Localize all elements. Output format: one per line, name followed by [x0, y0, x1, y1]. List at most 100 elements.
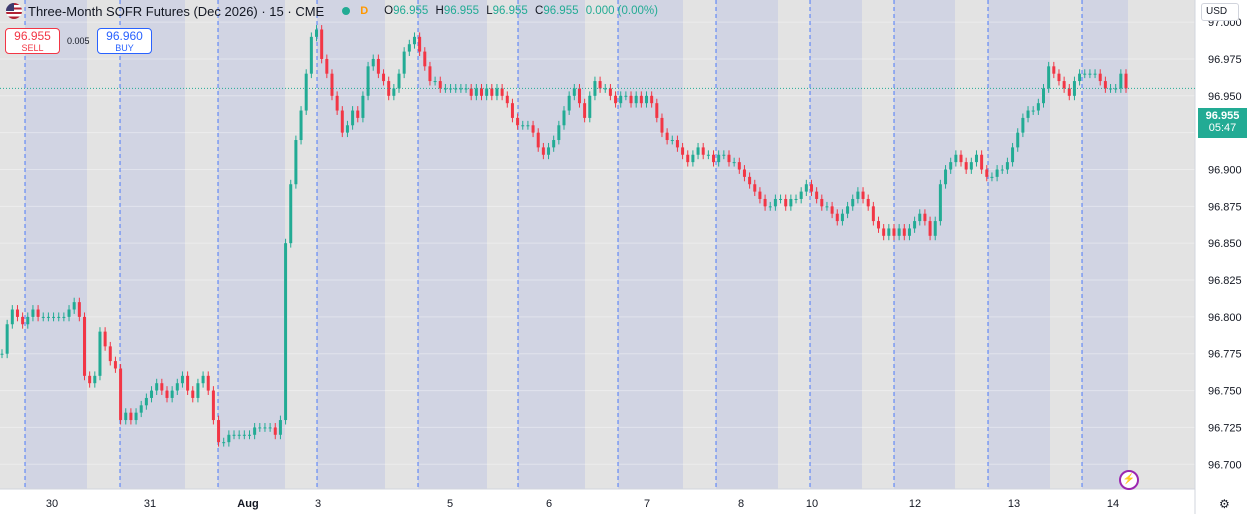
candle-body: [180, 375, 184, 384]
buy-label: BUY: [115, 43, 134, 53]
candle-body: [789, 198, 793, 207]
us-flag-icon: [6, 3, 22, 19]
candle-body: [186, 375, 190, 391]
candle-body: [737, 162, 741, 170]
candle-body: [438, 81, 442, 89]
candle-body: [345, 125, 349, 133]
low-value: 96.955: [492, 5, 528, 17]
candle-body: [103, 331, 107, 347]
x-tick-label: 5: [447, 498, 453, 510]
candle-body: [1103, 81, 1107, 89]
candle-body: [887, 228, 891, 236]
x-tick-label: 13: [1008, 498, 1020, 510]
settings-gear-icon[interactable]: ⚙: [1219, 497, 1230, 511]
candle-body: [170, 390, 174, 398]
candle-body: [10, 309, 14, 325]
candle-body: [712, 154, 716, 163]
candle-body: [779, 198, 783, 200]
candle-body: [521, 125, 525, 127]
candle-body: [686, 154, 690, 163]
candle-body: [675, 140, 679, 148]
y-tick-label: 96.825: [1208, 275, 1242, 287]
high-label: H: [435, 5, 444, 17]
candle-body: [701, 147, 705, 155]
off-session-band: [955, 0, 988, 489]
candle-body: [21, 316, 25, 325]
candle-body: [315, 29, 319, 37]
candle-body: [77, 302, 81, 317]
candle-body: [41, 316, 45, 318]
candle-body: [835, 213, 839, 222]
candle-body: [588, 95, 592, 118]
candle-body: [124, 412, 128, 421]
x-tick-label: 3: [315, 498, 321, 510]
currency-selector[interactable]: USD: [1201, 3, 1239, 21]
candle-body: [990, 176, 994, 178]
off-session-band: [385, 0, 418, 489]
candle-body: [206, 375, 210, 391]
off-session-band: [87, 0, 120, 489]
x-tick-label: 8: [738, 498, 744, 510]
session-band: [716, 0, 778, 489]
candle-body: [742, 169, 746, 177]
candle-body: [490, 88, 494, 96]
candle-body: [861, 191, 865, 199]
candle-body: [665, 132, 669, 141]
candle-body: [1067, 88, 1071, 96]
lightning-icon[interactable]: ⚡: [1119, 470, 1139, 490]
candle-body: [820, 198, 824, 207]
symbol-title[interactable]: Three-Month SOFR Futures (Dec 2026) · 15…: [28, 3, 325, 19]
candle-body: [495, 88, 499, 96]
candle-body: [464, 88, 468, 90]
candle-body: [222, 442, 226, 444]
candle-body: [907, 228, 911, 236]
candle-body: [201, 375, 205, 384]
candle-body: [825, 206, 829, 208]
sell-button[interactable]: 96.955 SELL: [5, 28, 60, 54]
candle-body: [485, 88, 489, 96]
x-tick-label: Aug: [237, 498, 258, 510]
close-label: C: [535, 5, 544, 17]
off-session-band: [778, 0, 810, 489]
open-value: 96.955: [393, 5, 429, 17]
candle-body: [134, 412, 138, 421]
candle-body: [119, 368, 123, 421]
x-tick-label: 12: [909, 498, 921, 510]
candle-body: [469, 88, 473, 96]
session-band: [418, 0, 487, 489]
candle-body: [536, 132, 540, 148]
y-tick-label: 96.900: [1208, 164, 1242, 176]
candle-body: [423, 51, 427, 67]
candle-body: [175, 383, 179, 391]
delayed-data-badge[interactable]: D: [360, 5, 369, 17]
candle-body: [691, 154, 695, 163]
off-session-band: [0, 0, 25, 489]
candle-body: [510, 103, 514, 118]
candle-body: [232, 434, 236, 436]
candle-body: [1016, 132, 1020, 148]
candle-body: [392, 88, 396, 96]
candle-body: [727, 154, 731, 163]
off-session-band: [683, 0, 716, 489]
open-label: O: [384, 5, 394, 17]
candle-body: [443, 88, 447, 90]
candle-body: [150, 390, 154, 398]
candle-body: [681, 147, 685, 155]
candle-body: [160, 383, 164, 391]
candle-body: [1083, 73, 1087, 75]
low-label: L: [486, 5, 493, 17]
candle-body: [913, 221, 917, 229]
candle-body: [247, 434, 251, 436]
candle-body: [108, 346, 112, 362]
session-band: [317, 0, 385, 489]
candle-body: [995, 169, 999, 177]
candle-body: [57, 316, 61, 318]
buy-button[interactable]: 96.960 BUY: [97, 28, 152, 54]
candle-body: [1000, 169, 1004, 171]
bar-countdown: 05:47: [1208, 122, 1237, 134]
candle-body: [330, 73, 334, 96]
candle-body: [165, 390, 169, 398]
candle-body: [944, 169, 948, 185]
high-value: 96.955: [443, 5, 479, 17]
